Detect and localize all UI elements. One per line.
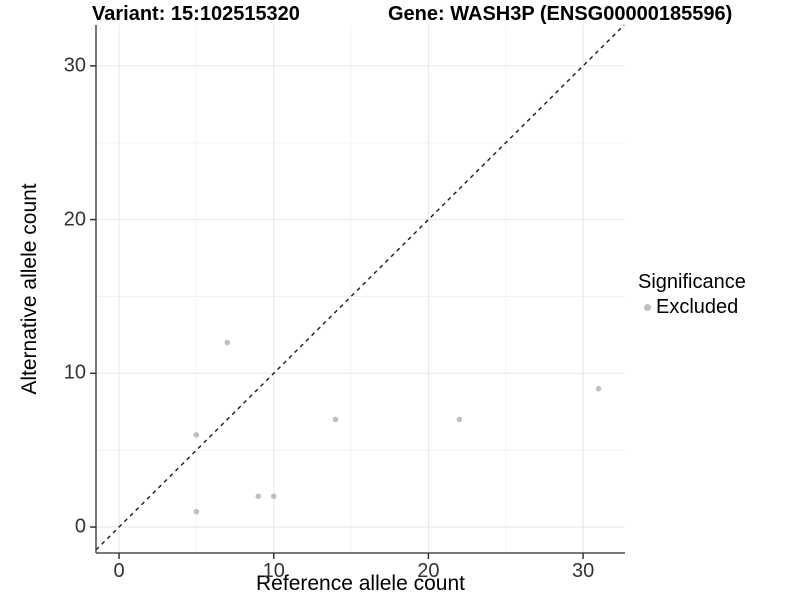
data-point bbox=[193, 431, 200, 438]
data-point bbox=[332, 416, 339, 423]
y-tick-label: 20 bbox=[63, 208, 86, 231]
y-tick-label: 0 bbox=[74, 515, 86, 538]
identity-line bbox=[95, 24, 625, 551]
data-point bbox=[255, 493, 262, 500]
x-axis-title: Reference allele count bbox=[256, 572, 465, 595]
data-point bbox=[193, 508, 200, 515]
x-tick-label: 0 bbox=[113, 560, 125, 582]
legend-point-icon bbox=[644, 304, 651, 311]
x-tick-label: 10 bbox=[262, 560, 285, 582]
x-tick-label: 30 bbox=[571, 560, 595, 582]
plot-title-gene: Gene: WASH3P (ENSG00000185596) bbox=[388, 3, 733, 25]
data-point bbox=[224, 339, 231, 346]
legend-item-excluded: Excluded bbox=[638, 296, 746, 319]
data-point bbox=[270, 493, 277, 500]
y-tick-label: 30 bbox=[63, 54, 86, 77]
x-tick-label: 20 bbox=[417, 560, 440, 582]
data-point bbox=[456, 416, 463, 423]
y-tick-label: 10 bbox=[63, 361, 86, 384]
legend-title: Significance bbox=[638, 271, 746, 293]
plot-title-variant: Variant: 15:102515320 bbox=[92, 3, 300, 25]
data-point bbox=[595, 385, 602, 392]
legend: Significance Excluded bbox=[638, 271, 746, 319]
legend-item-label: Excluded bbox=[656, 296, 739, 318]
y-axis-title: Alternative allele count bbox=[18, 183, 41, 395]
